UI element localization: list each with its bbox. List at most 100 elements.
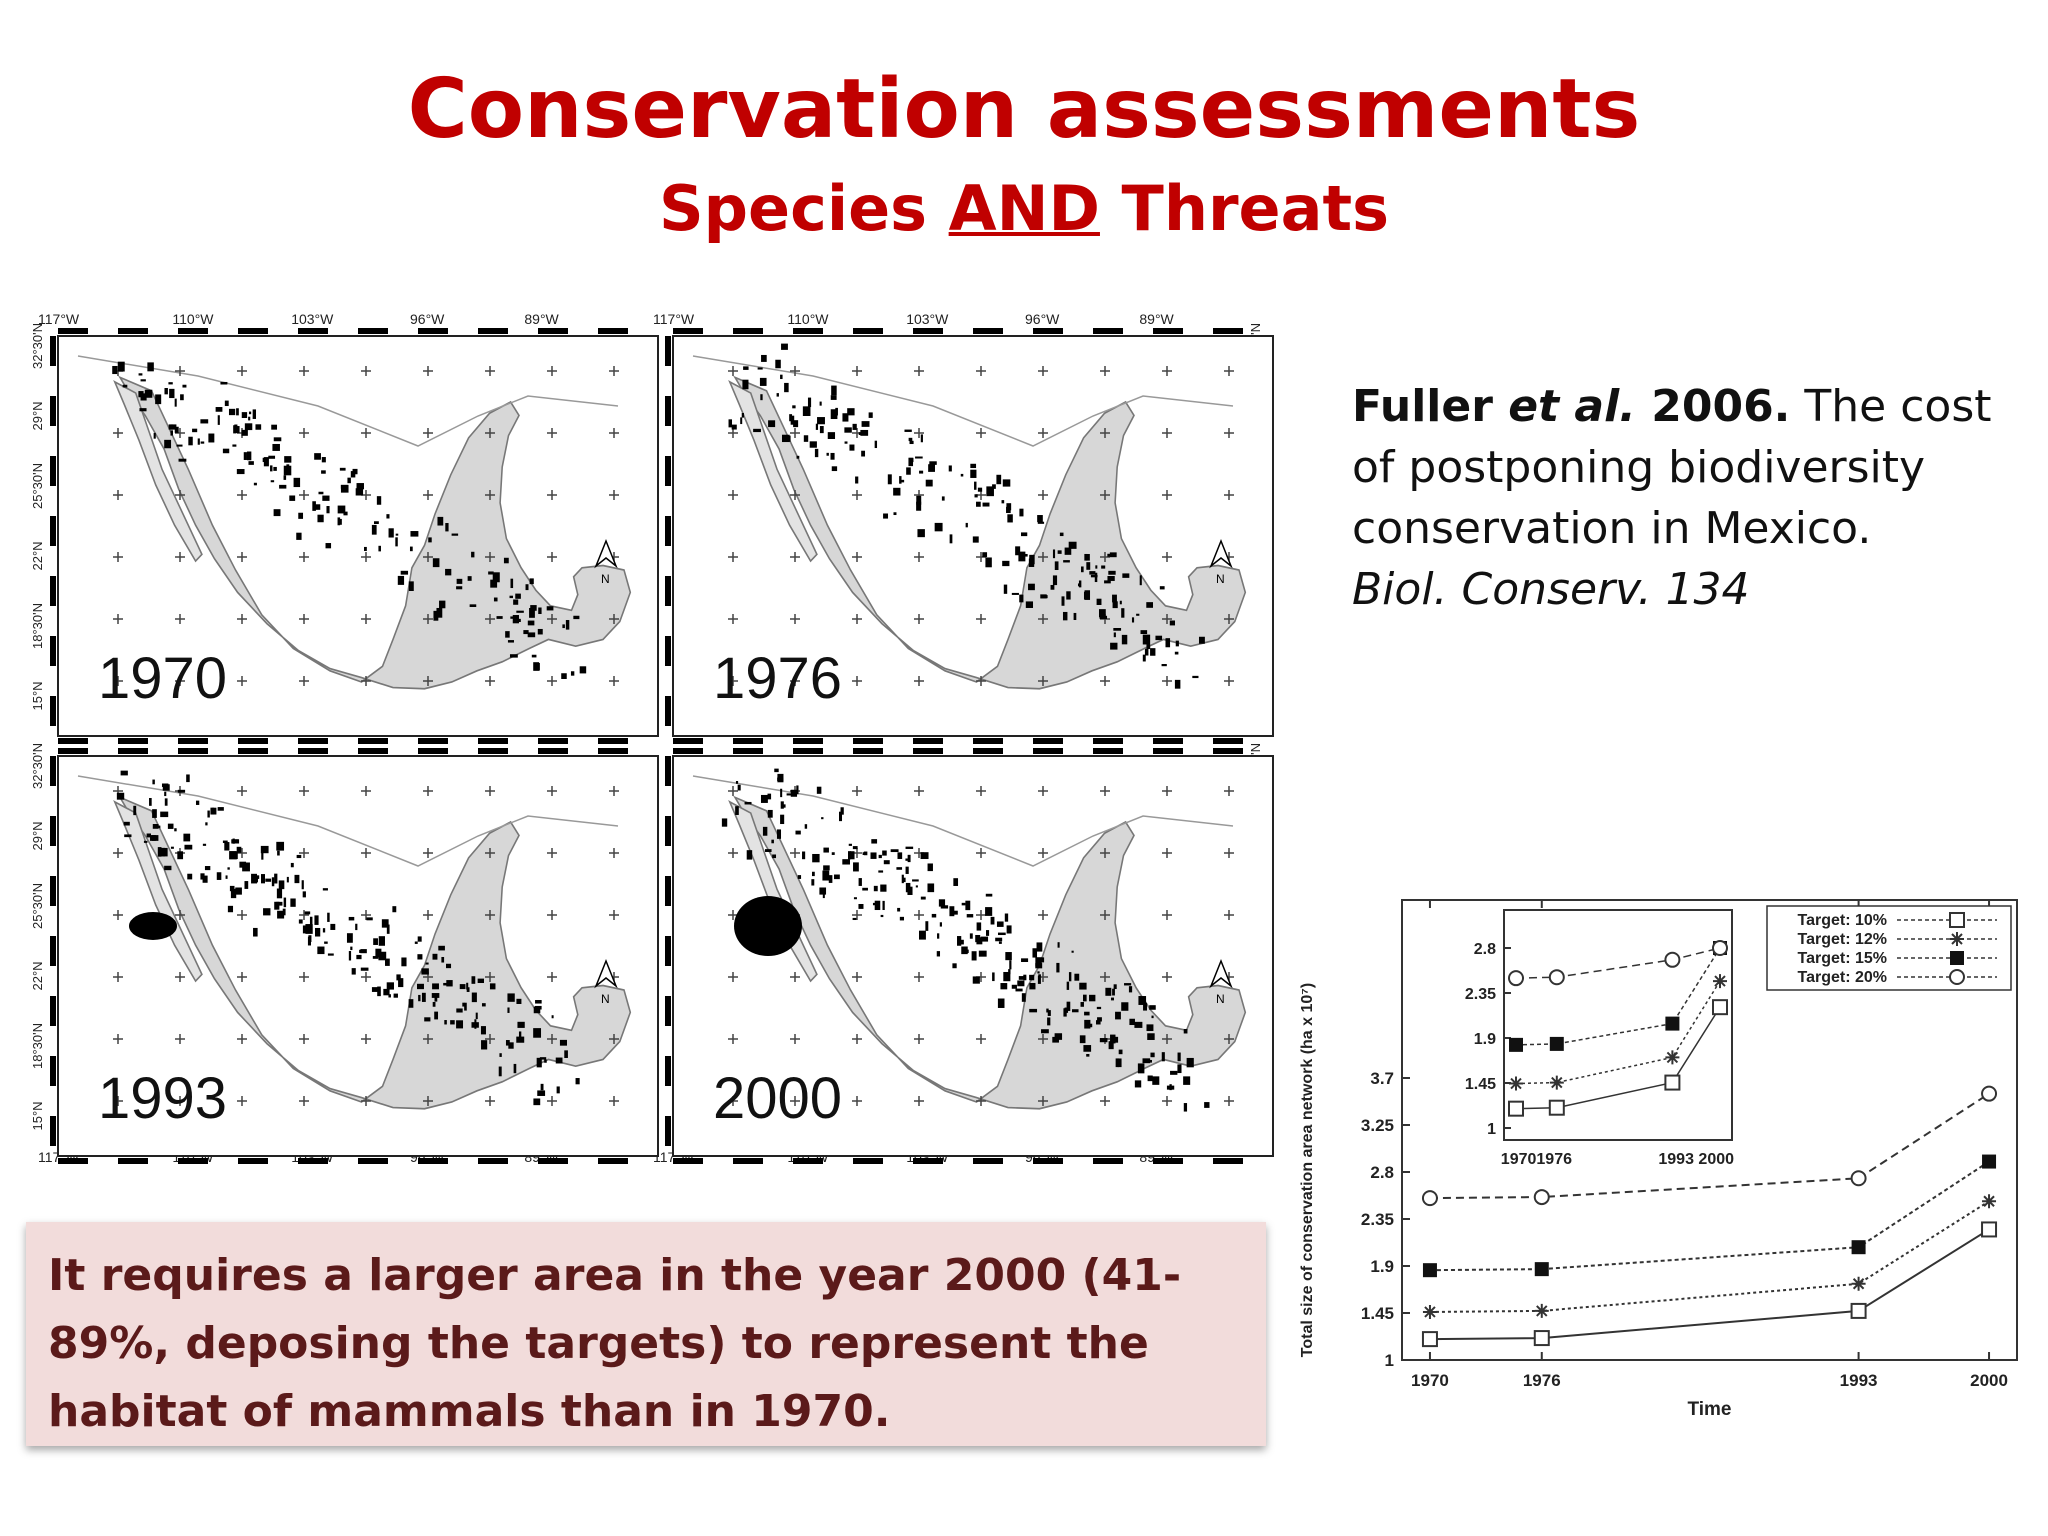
grid-cross [976,1096,986,1106]
habitat-patch [348,951,352,961]
grid-cross [361,428,371,438]
grid-cross [237,614,247,624]
neatline-segment [973,1158,1003,1164]
map-panel-1970: N 1970 [50,328,659,744]
habitat-patch [273,509,281,517]
inset-series-line [1515,947,1721,1046]
habitat-patch [393,993,398,998]
habitat-patch [496,616,503,619]
habitat-patch [1080,1002,1084,1007]
habitat-patch [298,512,304,519]
habitat-patch [790,789,798,797]
habitat-patch [1121,634,1128,645]
neatline-segment [238,738,268,744]
legend: Target: 10% Target: 12% Target: 15% Target:… [1766,905,2012,991]
habitat-patch [970,463,977,469]
habitat-patch [1035,957,1042,967]
grid-cross [1162,366,1172,376]
grid-cross [175,614,185,624]
grid-cross [113,910,123,920]
grid-cross [1038,1096,1048,1106]
habitat-patch [445,523,449,532]
neatline-segment [118,738,148,744]
habitat-patch [162,784,170,791]
habitat-patch [205,822,208,826]
habitat-patch [823,865,830,871]
habitat-patch [325,543,332,549]
habitat-patch [424,1017,431,1022]
habitat-patch [1108,1041,1114,1050]
grid-cross [1100,910,1110,920]
habitat-patch [786,793,792,796]
grid-cross [361,786,371,796]
habitat-patch [1174,679,1181,689]
habitat-patch [381,919,389,928]
habitat-patch [760,794,768,803]
habitat-patch [490,579,498,588]
neatline-segment [178,328,208,334]
grid-cross [609,676,619,686]
map-panel-2000: N 2000 [665,748,1274,1164]
habitat-patch [1149,1005,1156,1010]
grid-cross [914,786,924,796]
grid-cross [609,1096,619,1106]
inset-data-point [1664,951,1681,968]
habitat-patch [815,423,819,430]
habitat-patch [831,466,838,472]
habitat-patch [371,987,380,992]
grid-cross [423,786,433,796]
legend-label: Target: 15% [1797,950,1887,967]
habitat-patch [1021,958,1029,963]
grid-cross [1100,552,1110,562]
habitat-patch [1040,595,1048,599]
grid-cross [914,614,924,624]
habitat-patch [1057,942,1060,948]
habitat-patch [737,784,741,791]
habitat-patch [164,388,168,395]
grid-cross [914,910,924,920]
habitat-patch [385,958,390,966]
habitat-patch [273,466,277,471]
habitat-patch [834,874,840,880]
habitat-patch [208,433,215,443]
habitat-patch [1029,982,1036,990]
habitat-patch [168,382,173,385]
habitat-patch [1170,1070,1178,1075]
habitat-patch [356,483,364,490]
map-frame [672,335,1274,737]
habitat-patch [428,537,432,543]
habitat-patch [996,921,1004,927]
habitat-patch [439,600,446,609]
habitat-patch [450,1020,455,1025]
habitat-patch [1146,1024,1154,1032]
map-year-label: 1976 [713,646,842,711]
grid-cross [1038,614,1048,624]
habitat-patch [222,448,230,454]
neatline-segment [793,328,823,334]
habitat-patch [958,939,964,945]
grid-cross [547,1096,557,1106]
grid-cross [609,614,619,624]
habitat-patch [1098,609,1106,618]
habitat-patch [880,884,887,892]
grid-cross [1038,490,1048,500]
habitat-patch [248,411,252,415]
habitat-patch [982,502,990,507]
grid-cross [547,972,557,982]
data-point [1981,1085,1998,1102]
grid-cross [1100,428,1110,438]
neatline-segment [538,328,568,334]
lat-label: 29°N [30,401,45,430]
habitat-patch [123,821,130,826]
habitat-patch [117,361,125,372]
habitat-patch [883,860,890,865]
grid-cross [790,972,800,982]
habitat-patch [965,522,968,528]
y-tick-label: 2.35 [1361,1210,1394,1229]
neatline-segment [733,738,763,744]
habitat-patch [360,967,369,971]
map-year-label: 1993 [98,1066,227,1131]
habitat-patch [1028,583,1035,591]
grid-cross [423,490,433,500]
neatline-segment [50,396,56,426]
